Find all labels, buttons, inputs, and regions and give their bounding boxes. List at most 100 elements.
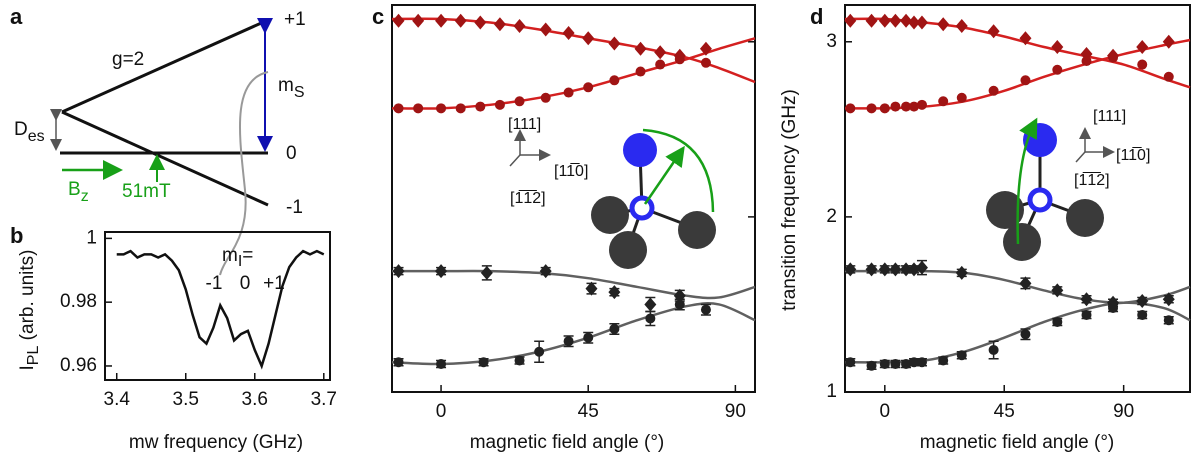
data-point [865,13,878,28]
panel-label: c [372,4,384,29]
data-point [699,41,712,56]
data-point [700,57,711,68]
data-point [582,31,595,46]
axis-label: [11̅0] [554,162,588,180]
data-point [1051,40,1064,55]
data-point [514,355,525,366]
data-point [844,262,857,277]
data-point [585,281,598,296]
data-point [634,41,647,56]
data-point [908,15,920,30]
data-point [413,103,424,114]
data-point [938,355,949,366]
data-point [889,13,902,28]
plot-frame [844,4,1191,393]
y-title-sub: PL [25,346,42,366]
annotation: mI= [222,245,253,270]
x-tick-label: 3.6 [242,389,268,410]
data-point [909,357,919,368]
data-point [845,357,856,368]
plot-frame [104,231,331,381]
data-point [890,358,901,369]
y-axis-title: IPL (arb. units) [17,250,42,371]
data-point [393,103,404,114]
data-point [1019,31,1032,46]
data-point [392,264,405,279]
data-point [435,264,448,279]
fit-line [392,269,756,300]
data-point [539,264,552,279]
data-point [1108,52,1119,63]
ms-sub: S [294,84,305,101]
data-point [1081,309,1092,320]
panel-label: d [810,4,823,29]
bz-label: Bz [68,179,89,205]
x-tick-label: 45 [578,401,599,422]
data-point [436,103,447,114]
mi-text: m [222,245,238,266]
data-point [889,262,902,277]
data-point [1080,292,1093,307]
data-point [844,13,857,28]
data-point [915,15,928,30]
x-axis-title: magnetic field angle (°) [470,432,665,453]
data-point [909,101,919,112]
data-point [878,13,891,28]
data-point [474,15,487,30]
y-tick-label: 2 [826,206,837,227]
data-point [865,262,878,277]
level-label: +1 [284,9,306,30]
mi-sub: I [238,253,242,270]
data-point [455,103,466,114]
data-point [645,313,656,324]
bz-sub: z [81,188,89,205]
y-tick-label: 1 [86,227,97,248]
data-point [608,285,621,300]
data-point [478,357,489,368]
data-point [583,82,594,93]
data-point [1137,309,1148,320]
data-point [1162,34,1175,49]
x-axis-title: mw frequency (GHz) [129,432,303,453]
spectrum-line [116,249,325,370]
y-axis-title: transition frequency (GHz) [779,89,800,311]
data-point [1163,315,1174,326]
data-point [609,75,620,86]
data-point [1137,59,1148,70]
data-point [436,358,447,369]
x-tick-label: 45 [994,401,1015,422]
y-title-text: I [17,365,38,370]
annotation: -1 [206,273,223,294]
plot-frame [391,4,756,393]
data-point [1052,316,1063,327]
data-point [890,101,901,112]
axis-label: [111] [508,116,541,133]
x-tick-label: 3.7 [311,389,337,410]
axis-label: [11̅0] [1116,146,1150,164]
level-diagram [50,18,273,276]
axis-label: [1̅1̅2] [1074,171,1110,189]
data-point [879,358,890,369]
data-point [412,13,425,28]
mi-rest: = [242,245,253,266]
data-point [563,87,574,98]
data-point [539,22,552,37]
data-point [987,24,1000,39]
des-sub: es [28,128,45,145]
data-point [866,103,877,114]
annotation: +1 [263,273,285,294]
data-point [938,96,949,107]
des-label: Des [14,119,45,145]
data-point [878,262,891,277]
data-point [1163,71,1174,82]
axis-label: [1̅1̅2] [510,189,546,207]
data-point [1019,276,1032,291]
data-point [674,299,685,310]
axis-label: [111] [1093,108,1126,125]
data-point [845,103,856,114]
data-point [1020,75,1031,86]
y-tick-label: 0.96 [60,355,97,376]
data-point [901,101,912,112]
data-point [480,265,493,280]
